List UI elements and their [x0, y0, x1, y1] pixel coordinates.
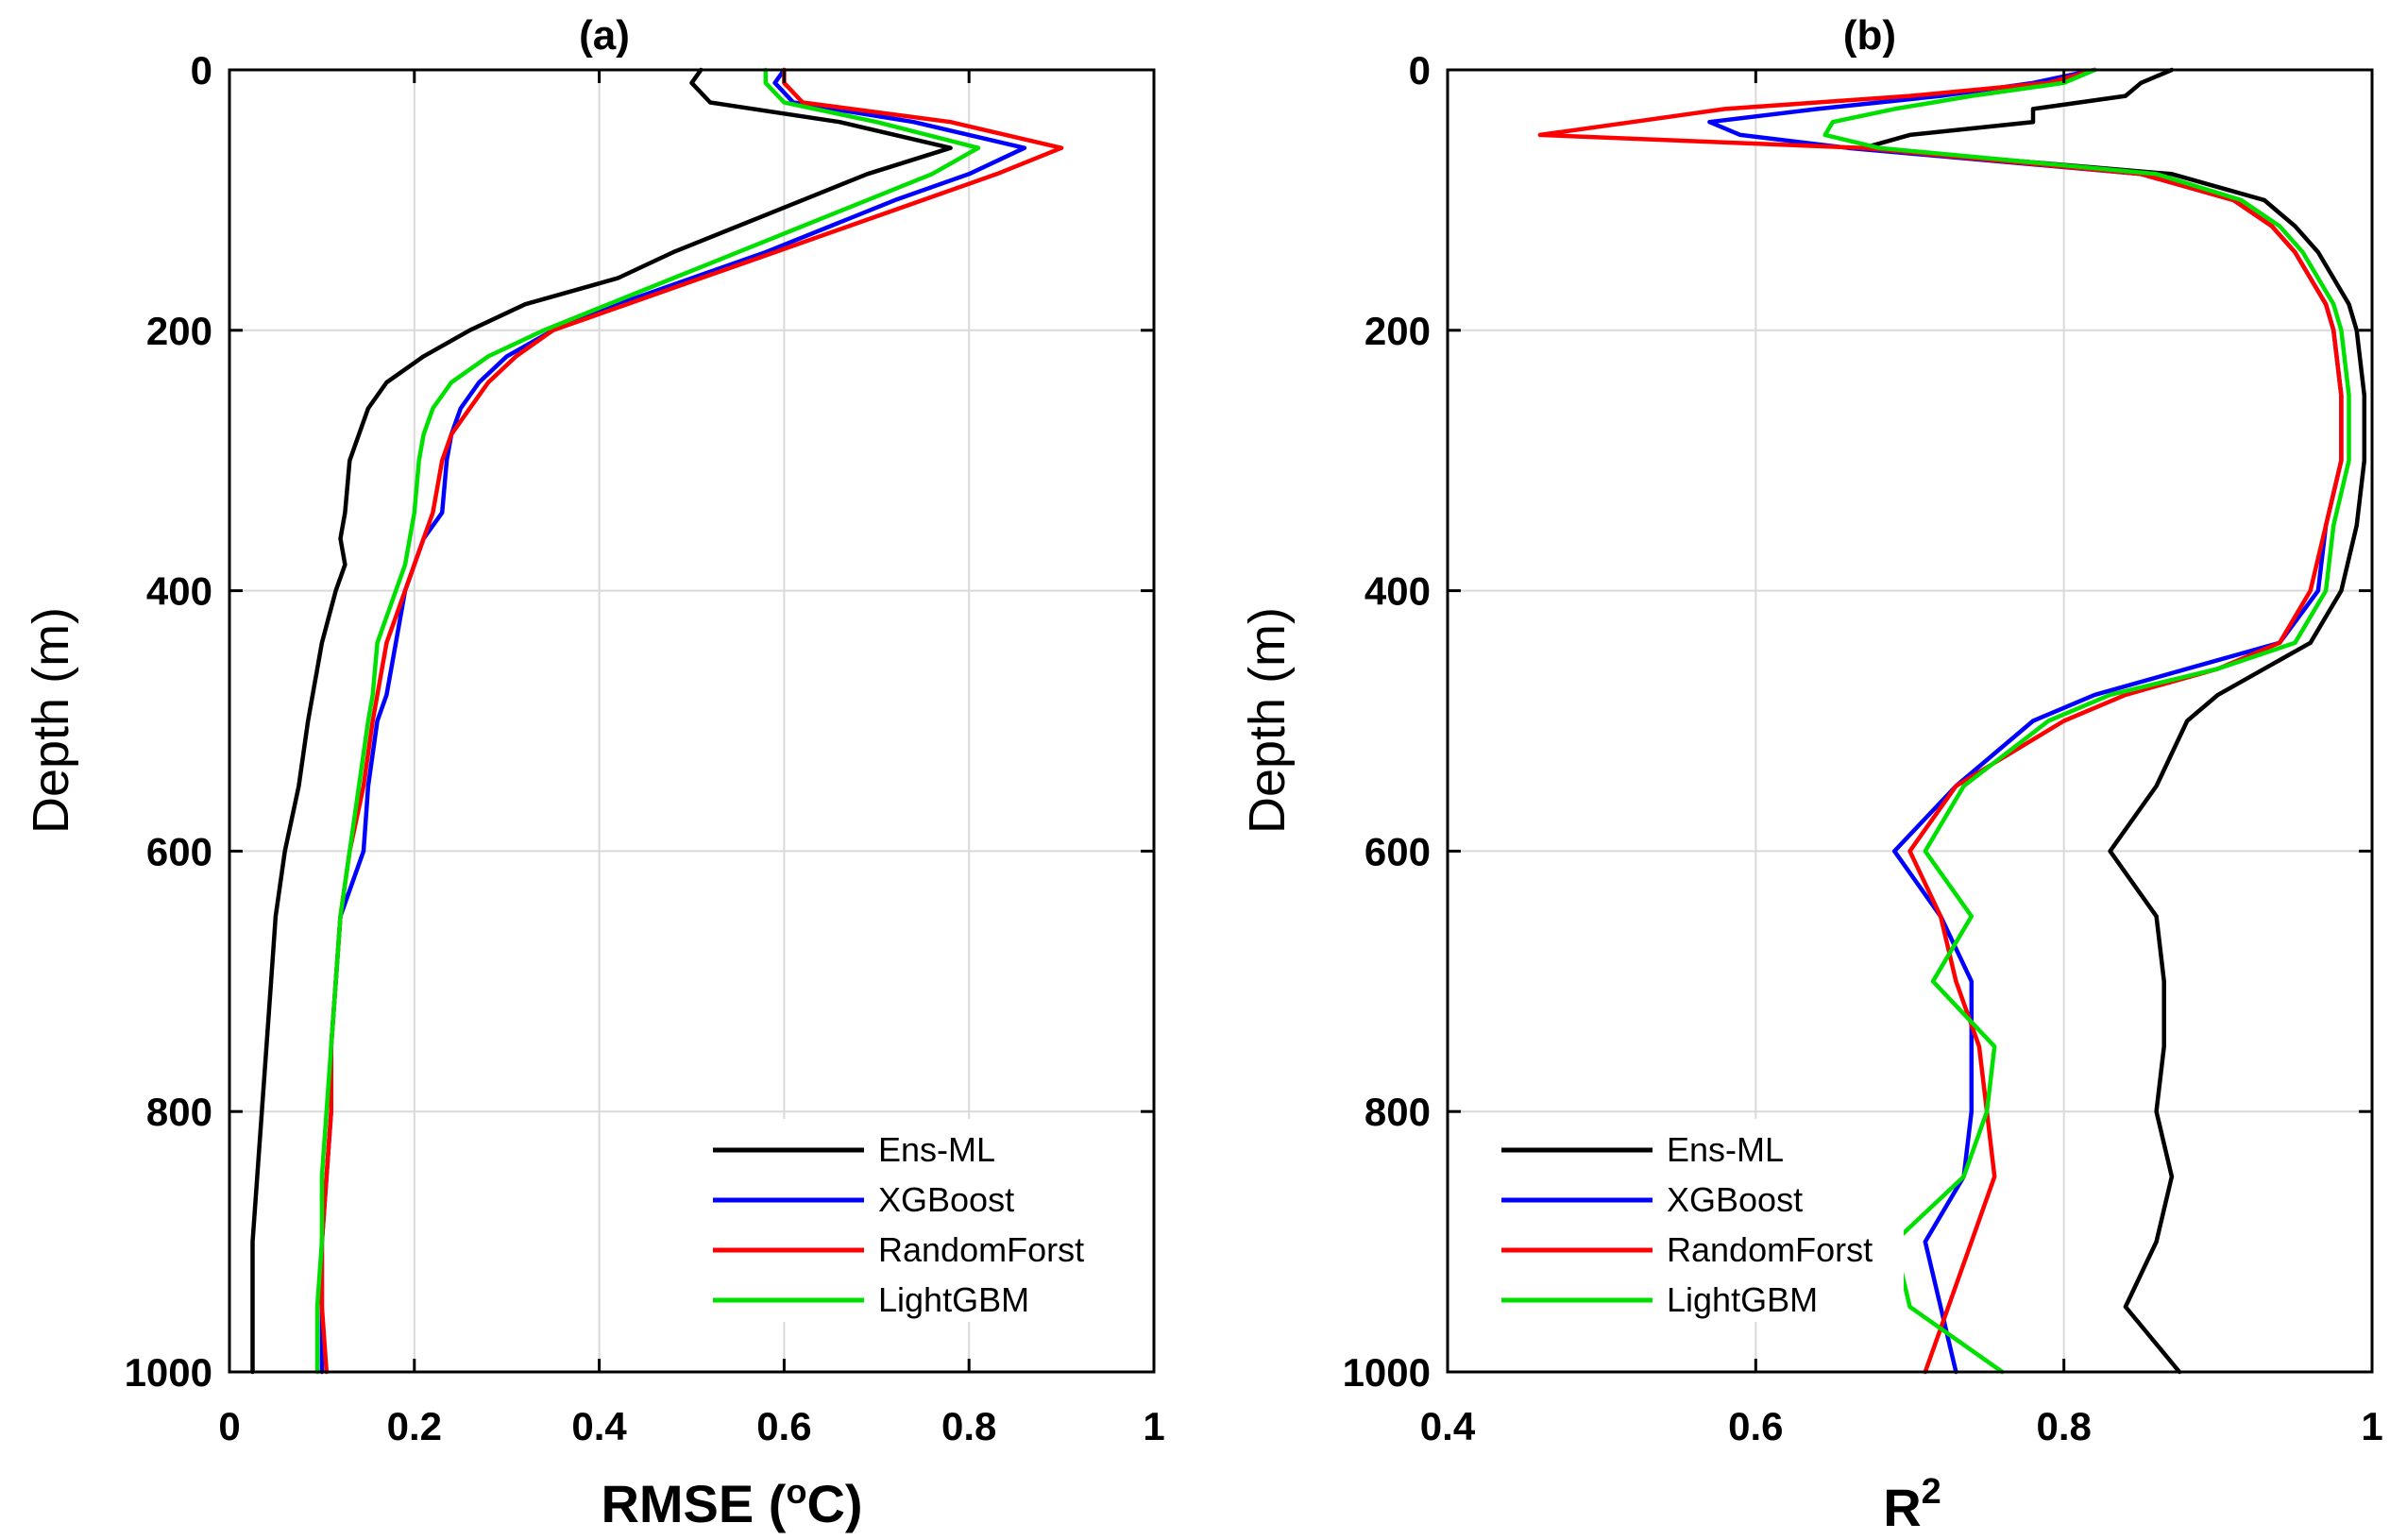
x-tick-label: 0.2 [387, 1404, 442, 1448]
plot-frame-a [228, 68, 1156, 1374]
series-line-lightgbm [1822, 67, 2351, 1375]
y-tick-label: 800 [146, 1090, 212, 1134]
y-axis-label-a: Depth (m) [23, 607, 79, 834]
x-tick-label: 0.4 [1420, 1404, 1476, 1448]
legend-label-lightgbm: LightGBM [1667, 1280, 1818, 1319]
panel-b: 0.4 0.6 0.8 1 0 200 400 600 800 1000 (b) R2 Dept… [1239, 12, 2383, 1537]
legend-label-randomforst: RandomForst [878, 1230, 1084, 1269]
y-tick-label: 200 [1365, 309, 1431, 353]
plot-frame-b [1446, 68, 2374, 1374]
legend-box-a [699, 1119, 1114, 1322]
x-tick-labels-b: 0.4 0.6 0.8 1 [1420, 1404, 2383, 1448]
legend-box-b [1488, 1119, 1904, 1322]
panel-a: 0 0.2 0.4 0.6 0.8 1 0 200 400 600 800 1000 (a) RMS… [23, 12, 1165, 1533]
series-line-lightgbm [314, 67, 981, 1375]
panel-title-a: (a) [579, 12, 630, 59]
y-tick-labels-a: 0 200 400 600 800 1000 [125, 48, 212, 1395]
y-tick-label: 600 [1365, 829, 1431, 873]
series-line-ens-ml [1861, 67, 2367, 1375]
y-tick-label: 400 [146, 569, 212, 614]
x-tick-label: 0.6 [1728, 1404, 1783, 1448]
y-tick-labels-b: 0 200 400 600 800 1000 [1343, 48, 1431, 1395]
x-tick-label: 0 [218, 1404, 240, 1448]
y-tick-label: 1000 [1343, 1350, 1431, 1395]
x-tick-label: 1 [1143, 1404, 1164, 1448]
ticks-a [228, 68, 1156, 1374]
y-tick-label: 400 [1365, 569, 1431, 614]
x-tick-labels-a: 0 0.2 0.4 0.6 0.8 1 [218, 1404, 1164, 1448]
y-tick-label: 1000 [125, 1350, 212, 1395]
series-a [250, 67, 1064, 1375]
y-tick-label: 200 [146, 309, 212, 353]
panel-title-b: (b) [1843, 12, 1896, 59]
y-tick-label: 0 [191, 48, 212, 93]
grid-a [229, 70, 1154, 1372]
x-axis-label-b: R2 [1883, 1472, 1941, 1537]
legend-b: Ens-ML XGBoost RandomForst LightGBM [1488, 1119, 1904, 1322]
x-tick-label: 1 [2361, 1404, 2382, 1448]
x-tick-label: 0.8 [941, 1404, 996, 1448]
x-tick-label: 0.8 [2036, 1404, 2091, 1448]
series-line-randomforst [1537, 67, 2344, 1375]
legend-a: Ens-ML XGBoost RandomForst LightGBM [699, 1119, 1114, 1322]
legend-label-randomforst: RandomForst [1667, 1230, 1873, 1269]
x-tick-label: 0.4 [571, 1404, 627, 1448]
series-line-ens-ml [250, 67, 953, 1375]
y-tick-label: 600 [146, 829, 212, 873]
legend-label-ens-ml: Ens-ML [878, 1130, 995, 1169]
y-axis-label-b: Depth (m) [1239, 607, 1296, 834]
series-b [1537, 67, 2367, 1375]
legend-label-xgboost: XGBoost [878, 1180, 1014, 1219]
x-axis-label-a: RMSE (oC) [601, 1472, 862, 1533]
legend-label-xgboost: XGBoost [1667, 1180, 1803, 1219]
y-tick-label: 0 [1409, 48, 1431, 93]
legend-label-ens-ml: Ens-ML [1667, 1130, 1784, 1169]
legend-label-lightgbm: LightGBM [878, 1280, 1029, 1319]
y-tick-label: 800 [1365, 1090, 1431, 1134]
ticks-b [1446, 68, 2374, 1374]
x-tick-label: 0.6 [756, 1404, 811, 1448]
